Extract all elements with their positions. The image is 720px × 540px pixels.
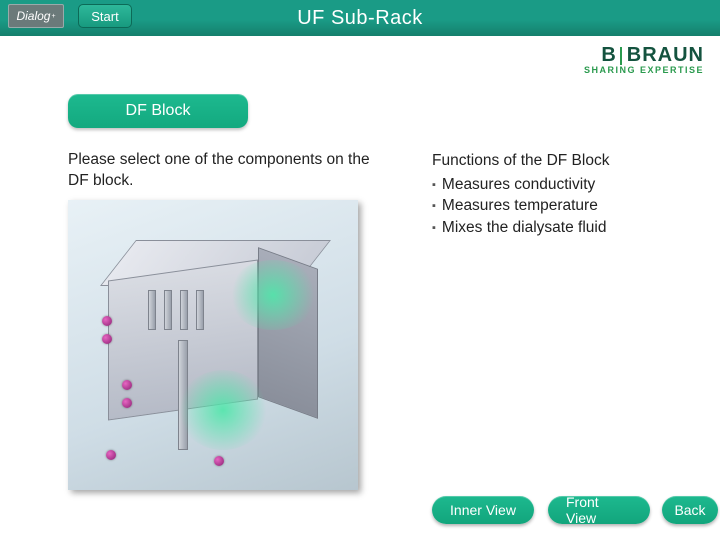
start-button[interactable]: Start — [78, 4, 132, 28]
df-block-label: DF Block — [126, 102, 191, 120]
brand-b: B — [601, 44, 614, 67]
brand-tagline: SHARING EXPERTISE — [584, 65, 704, 75]
brand-divider — [620, 47, 622, 65]
hotspot-glow[interactable] — [178, 370, 268, 450]
front-view-label: Front View — [566, 494, 632, 526]
connector-pipe — [164, 290, 172, 330]
back-button-label: Back — [674, 502, 705, 518]
port-cap[interactable] — [214, 456, 224, 466]
page-title: UF Sub-Rack — [297, 7, 423, 30]
dialog-badge: Dialog+ — [8, 4, 64, 28]
app-header: Dialog+ Start UF Sub-Rack — [0, 0, 720, 36]
inner-view-button[interactable]: Inner View — [432, 496, 534, 524]
functions-item: Mixes the dialysate fluid — [432, 217, 692, 239]
cad-model-viewport[interactable] — [68, 200, 358, 490]
port-cap[interactable] — [122, 398, 132, 408]
dialog-badge-sup: + — [51, 13, 55, 20]
port-cap[interactable] — [122, 380, 132, 390]
brand-logo: B BRAUN SHARING EXPERTISE — [584, 44, 704, 75]
connector-pipe — [148, 290, 156, 330]
connector-pipe — [196, 290, 204, 330]
start-button-label: Start — [91, 9, 118, 24]
functions-heading: Functions of the DF Block — [432, 150, 692, 172]
port-cap[interactable] — [102, 334, 112, 344]
front-view-button[interactable]: Front View — [548, 496, 650, 524]
hotspot-glow[interactable] — [228, 260, 318, 330]
functions-item: Measures temperature — [432, 195, 692, 217]
connector-pipe — [180, 290, 188, 330]
port-cap[interactable] — [102, 316, 112, 326]
inner-view-label: Inner View — [450, 502, 516, 518]
back-button[interactable]: Back — [662, 496, 718, 524]
port-cap[interactable] — [106, 450, 116, 460]
brand-name: BRAUN — [627, 44, 704, 67]
instruction-text: Please select one of the components on t… — [68, 150, 378, 192]
df-block-3d — [108, 230, 308, 410]
functions-panel: Functions of the DF Block Measures condu… — [432, 150, 692, 239]
dialog-badge-text: Dialog — [16, 9, 50, 23]
functions-list: Measures conductivity Measures temperatu… — [432, 174, 692, 239]
df-block-pill: DF Block — [68, 94, 248, 128]
functions-item: Measures conductivity — [432, 174, 692, 196]
